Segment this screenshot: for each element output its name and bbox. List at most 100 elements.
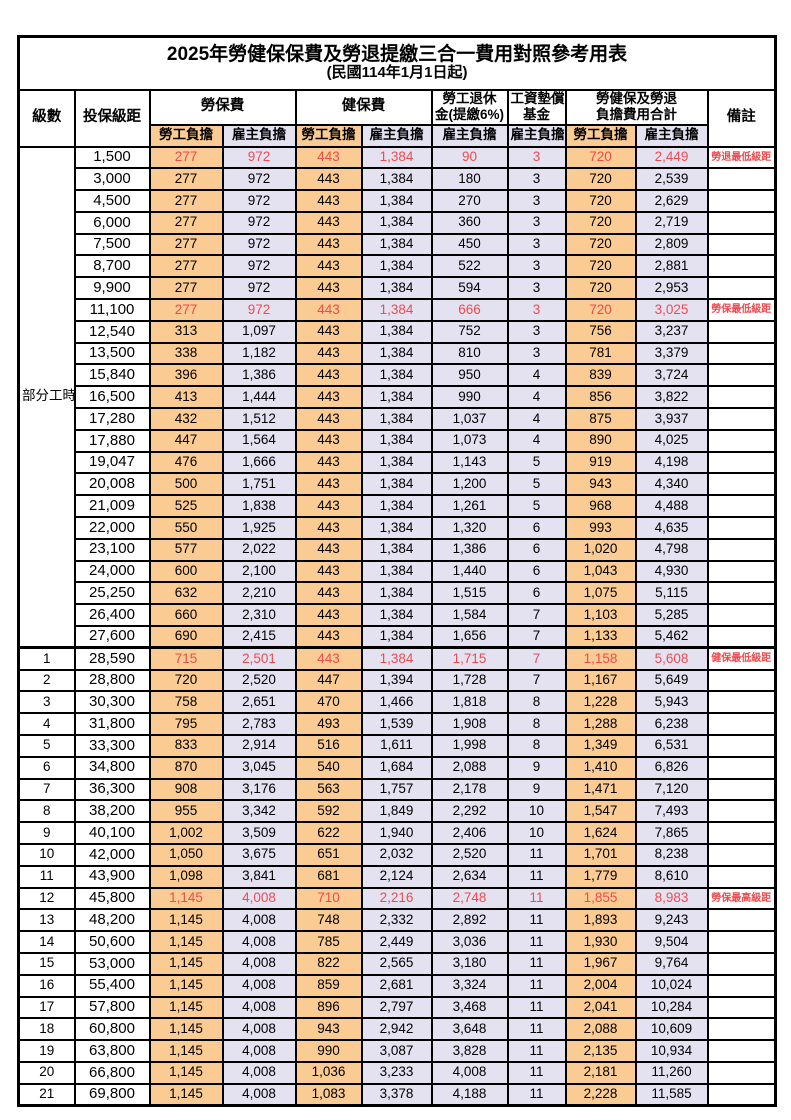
table-row: 18 60,800 1,145 4,008 943 2,942 3,648 11 2,088 10… [17,1017,777,1042]
cell-remark [706,1039,777,1063]
cell-remark [706,864,777,889]
cell-labor-employee: 277 [148,254,224,279]
cell-health-employee: 710 [294,886,363,911]
cell-remark: 勞保最高級距 [706,886,777,911]
table-row: 22,000 550 1,925 443 1,384 1,320 6 993 4,635 [19,516,777,540]
cell-labor-employee: 758 [148,690,224,715]
cell-health-employee: 443 [294,581,363,606]
cell-wage-fund-employer: 3 [506,276,567,301]
cell-labor-employer: 4,008 [221,1039,297,1063]
cell-total-employer: 11,585 [634,1082,709,1107]
cell-health-employee: 447 [294,668,363,693]
cell-labor-employer: 3,045 [221,755,297,780]
header-total-line2: 負擔費用合計 [596,107,677,122]
cell-labor-employee: 1,145 [148,951,224,976]
cell-wage-fund-employer: 4 [506,428,567,453]
cell-total-employee: 781 [564,341,637,366]
cell-remark [706,995,777,1020]
cell-total-employee: 720 [564,298,637,322]
cell-labor-employee: 577 [148,537,224,562]
cell-remark [706,385,777,410]
cell-level: 3 [17,690,76,715]
header-total-employer: 雇主負擔 [634,123,709,148]
cell-level: 1 [17,646,76,671]
cell-health-employer: 1,384 [360,494,433,519]
cell-health-employee: 443 [294,625,363,649]
cell-health-employer: 1,384 [360,603,433,628]
cell-bracket: 40,100 [73,821,151,845]
cell-pension-employer: 2,748 [430,886,509,911]
cell-health-employee: 443 [294,407,363,431]
part-time-merged-cell: 部分工時 [17,145,76,649]
cell-wage-fund-employer: 6 [506,559,567,584]
cell-health-employee: 443 [294,232,363,257]
cell-labor-employer: 972 [221,232,297,257]
cell-total-employer: 3,724 [634,363,709,388]
header-pension: 勞工退休 金(提繳6%) [430,88,509,126]
cell-labor-employee: 1,145 [148,973,224,998]
cell-pension-employer: 1,261 [430,494,509,519]
cell-remark [706,690,777,715]
cell-bracket: 42,000 [73,843,151,867]
table-row: 5 33,300 833 2,914 516 1,611 1,998 8 1,349 6,531 [17,734,777,758]
cell-labor-employee: 277 [148,276,224,301]
cell-total-employee: 1,158 [564,646,637,671]
cell-level: 10 [17,843,76,867]
cell-pension-employer: 360 [430,210,509,235]
cell-labor-employer: 972 [221,210,297,235]
cell-total-employer: 4,930 [634,559,709,584]
header-total: 勞健保及勞退 負擔費用合計 [564,88,709,126]
cell-labor-employer: 3,675 [221,843,297,867]
cell-health-employer: 1,757 [360,777,433,802]
cell-labor-employer: 4,008 [221,951,297,976]
cell-remark [706,319,777,344]
cell-health-employee: 443 [294,603,363,628]
cell-remark [706,407,777,431]
cell-pension-employer: 3,036 [430,930,509,954]
cell-pension-employer: 950 [430,363,509,388]
cell-health-employee: 540 [294,755,363,780]
cell-total-employee: 1,930 [564,930,637,954]
cell-health-employee: 443 [294,385,363,410]
cell-health-employer: 2,032 [360,843,433,867]
cell-wage-fund-employer: 11 [506,995,567,1020]
cell-labor-employee: 476 [148,450,224,475]
cell-total-employee: 1,043 [564,559,637,584]
cell-health-employee: 592 [294,799,363,824]
cell-wage-fund-employer: 4 [506,363,567,388]
cell-remark [706,973,777,998]
header-group-row: 級數 投保級距 勞保費 健保費 勞工退休 金(提繳6%) 工資墊償 基金 勞健保… [17,88,777,148]
cell-health-employee: 443 [294,167,363,192]
cell-total-employee: 2,004 [564,973,637,998]
cell-pension-employer: 1,320 [430,516,509,540]
cell-health-employer: 1,384 [360,385,433,410]
cell-health-employer: 1,384 [360,145,433,170]
table-row: 8,700 277 972 443 1,384 522 3 720 2,881 [19,254,777,279]
cell-labor-employee: 600 [148,559,224,584]
cell-health-employee: 443 [294,472,363,497]
cell-labor-employer: 2,783 [221,712,297,737]
cell-remark [706,363,777,388]
cell-labor-employee: 1,145 [148,886,224,911]
cell-total-employer: 7,120 [634,777,709,802]
cell-total-employee: 756 [564,319,637,344]
cell-remark [706,1017,777,1042]
cell-total-employee: 2,041 [564,995,637,1020]
cell-labor-employer: 4,008 [221,886,297,911]
cell-health-employee: 443 [294,428,363,453]
cell-health-employer: 3,378 [360,1082,433,1107]
cell-total-employer: 2,953 [634,276,709,301]
cell-health-employee: 443 [294,145,363,170]
cell-remark [706,1082,777,1107]
cell-remark: 勞保最低級距 [706,298,777,322]
cell-wage-fund-employer: 4 [506,385,567,410]
cell-total-employer: 2,719 [634,210,709,235]
cell-total-employer: 9,243 [634,908,709,933]
cell-remark [706,799,777,824]
cell-labor-employer: 2,520 [221,668,297,693]
cell-total-employer: 8,610 [634,864,709,889]
cell-total-employee: 1,103 [564,603,637,628]
cell-health-employer: 1,684 [360,755,433,780]
cell-health-employee: 651 [294,843,363,867]
cell-bracket: 27,600 [73,625,151,649]
